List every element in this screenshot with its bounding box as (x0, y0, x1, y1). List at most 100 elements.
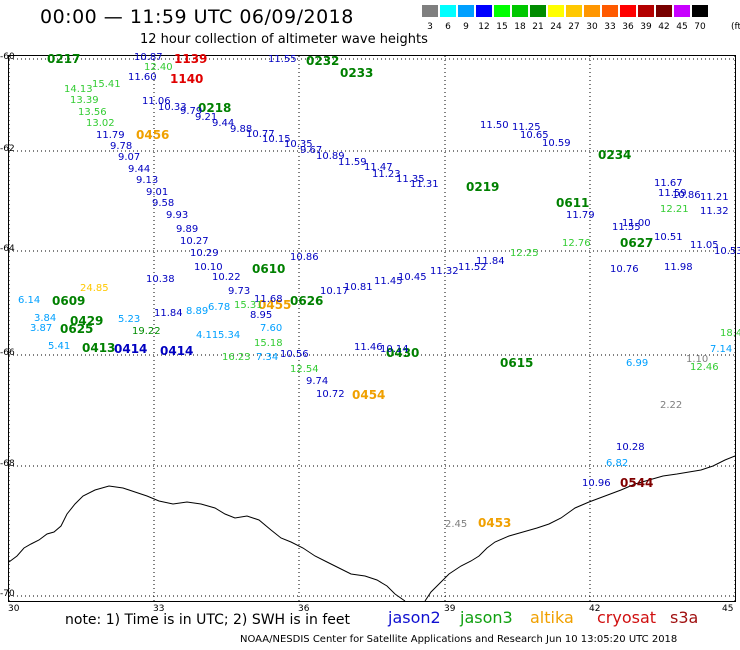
wave-height-value: 10.27 (180, 236, 209, 247)
wave-height-value: 8.89 (186, 306, 209, 317)
wave-height-value: 12.76 (562, 238, 591, 249)
wave-height-value: 9.93 (166, 210, 189, 221)
wave-height-value: 6.14 (18, 295, 41, 306)
page-title: 00:00 — 11:59 UTC 06/09/2018 (40, 6, 354, 28)
wave-height-value: 11.59 (658, 188, 687, 199)
legend-swatch-21 (530, 5, 546, 17)
legend-swatch-33 (602, 5, 618, 17)
legend-swatch-24 (548, 5, 564, 17)
legend-label: 6 (445, 22, 451, 32)
track-time-label: 0625 (60, 322, 94, 336)
wave-height-value: 11.31 (410, 179, 439, 190)
wave-height-value: 6.82 (606, 458, 629, 469)
wave-height-value: 5.41 (48, 341, 71, 352)
wave-height-value: 9.44 (128, 164, 151, 175)
track-time-label: 0626 (290, 294, 324, 308)
legend-label: 24 (550, 22, 562, 32)
wave-height-value: 10.22 (212, 272, 241, 283)
legend-swatch-39 (638, 5, 654, 17)
wave-height-value: 10.89 (316, 151, 345, 162)
wave-height-value: 9.13 (136, 175, 159, 186)
track-time-label: 1139 (174, 52, 208, 66)
satellite-legend-s3a: s3a (670, 608, 699, 627)
legend-label: 70 (694, 22, 706, 32)
wave-height-value: 11.32 (700, 206, 729, 217)
wave-height-value: 10.35 (284, 139, 313, 150)
wave-height-value: 9.78 (110, 141, 133, 152)
wave-height-value: 4.11 (196, 330, 219, 341)
wave-height-value: 11.35 (396, 174, 425, 185)
legend-swatch-27 (566, 5, 582, 17)
lat-tick-label: -66 (0, 348, 15, 358)
wave-height-value: 8.95 (250, 310, 273, 321)
legend-label: 36 (622, 22, 634, 32)
track-time-label: 1140 (170, 72, 204, 86)
track-time-label: 0611 (556, 196, 590, 210)
wave-height-value: 10.59 (542, 138, 571, 149)
lon-tick-label: 39 (444, 604, 456, 614)
satellite-legend-altika: altika (530, 608, 574, 627)
legend-swatch-15 (494, 5, 510, 17)
wave-height-value: 10.77 (246, 129, 275, 140)
legend-swatch-45 (674, 5, 690, 17)
wave-height-value: 10.38 (146, 274, 175, 285)
wave-height-value: 18.4 (720, 328, 740, 339)
wave-height-value: 11.55 (612, 222, 641, 233)
legend-label: 21 (532, 22, 544, 32)
track-time-label: 0627 (620, 236, 654, 250)
wave-height-value: 9.44 (212, 118, 235, 129)
wave-height-value: 12.40 (144, 62, 173, 73)
wave-height-value: 11.79 (96, 130, 125, 141)
wave-height-value: 10.96 (582, 478, 611, 489)
track-time-label: 0429 (70, 314, 104, 328)
wave-height-value: 2.45 (445, 519, 468, 530)
track-time-label: 0219 (466, 180, 500, 194)
wave-height-value: 7.34 (256, 352, 279, 363)
wave-height-value: 10.86 (672, 190, 701, 201)
wave-height-value: 9.07 (118, 152, 141, 163)
wave-height-value: 11.21 (700, 192, 729, 203)
wave-height-value: 12.54 (290, 364, 319, 375)
wave-height-value: 11.05 (690, 240, 719, 251)
wave-height-value: 10.45 (398, 272, 427, 283)
track-time-label: 0413 (82, 341, 116, 355)
wave-height-value: 5.34 (218, 330, 241, 341)
wave-height-value: 11.68 (254, 294, 283, 305)
legend-swatch-3 (422, 5, 438, 17)
legend-label: 45 (676, 22, 688, 32)
wave-height-value: 3.87 (30, 323, 53, 334)
legend-label: 18 (514, 22, 526, 32)
wave-height-value: 10.53 (714, 246, 740, 257)
lon-tick-label: 45 (722, 604, 734, 614)
wave-height-value: 10.33 (158, 102, 187, 113)
wave-height-value: 11.67 (654, 178, 683, 189)
track-time-label: 0454 (352, 388, 386, 402)
wave-height-value: 10.87 (134, 52, 163, 63)
wave-height-value: 16.23 (222, 352, 251, 363)
track-time-label: 0217 (47, 52, 81, 66)
track-time-label: 0218 (198, 101, 232, 115)
satellite-legend-jason2: jason2 (388, 608, 441, 627)
wave-height-value: 3.84 (34, 313, 57, 324)
wave-height-value: 2.22 (660, 400, 683, 411)
legend-swatch-12 (476, 5, 492, 17)
wave-height-value: 9.79 (180, 106, 203, 117)
legend-unit: (ft) (731, 22, 740, 32)
track-time-label: 0234 (598, 148, 632, 162)
wave-height-value: 11.32 (430, 266, 459, 277)
lat-tick-label: -60 (0, 52, 15, 62)
track-time-label: 0414 (114, 342, 148, 356)
wave-height-value: 11.50 (480, 120, 509, 131)
wave-height-value: 6.99 (626, 358, 649, 369)
lat-tick-label: -70 (0, 589, 15, 599)
legend-swatch-18 (512, 5, 528, 17)
legend-swatch-9 (458, 5, 474, 17)
legend-label: 33 (604, 22, 616, 32)
lat-tick-label: -68 (0, 459, 15, 469)
track-time-label: 0456 (136, 128, 170, 142)
wave-height-value: 10.17 (320, 286, 349, 297)
wave-height-value: 11.23 (372, 169, 401, 180)
track-time-label: 0453 (478, 516, 512, 530)
wave-height-value: 11.84 (154, 308, 183, 319)
wave-height-value: 15.41 (92, 79, 121, 90)
